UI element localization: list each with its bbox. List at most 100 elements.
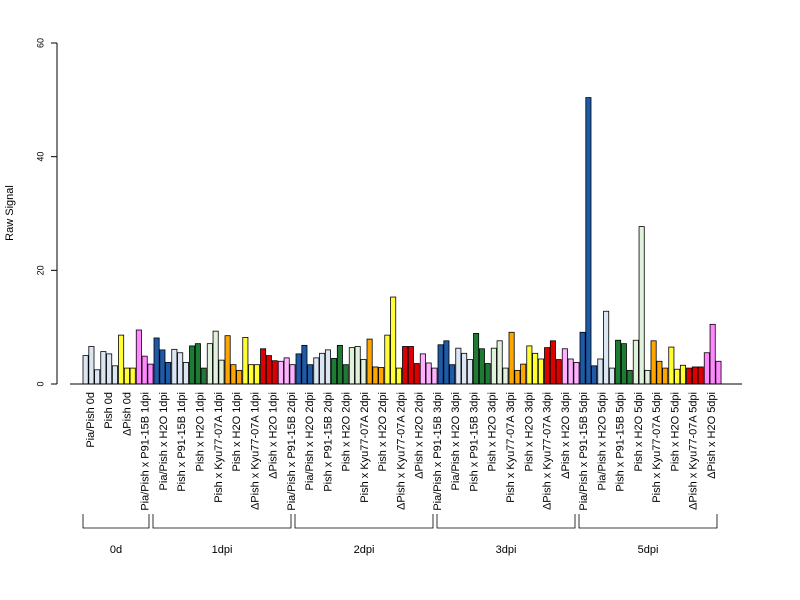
bar — [603, 310, 610, 385]
category-label: ΔPish x Kyu77-07A 5dpi — [688, 392, 700, 510]
bar — [283, 357, 290, 385]
group-label: 0d — [110, 544, 122, 556]
bar — [573, 361, 580, 385]
bar — [366, 338, 373, 385]
category-labels: Pia/Pish 0d Pish 0d ΔPish 0d Pia/Pish x P91… — [85, 392, 718, 511]
category-label: Pish x H2O 5dpi — [669, 392, 681, 471]
bar — [644, 369, 651, 385]
category-label: Pish x Kyu77-07A 3dpi — [505, 392, 517, 503]
group-label: 2dpi — [354, 544, 375, 556]
bar — [431, 367, 438, 385]
bar — [153, 337, 160, 385]
category-label: ΔPish x Kyu77-07A 1dpi — [249, 392, 261, 510]
group-bracket — [152, 514, 292, 529]
bar — [82, 355, 89, 385]
bar — [260, 348, 267, 385]
bar — [455, 347, 462, 385]
y-tick-label: 40 — [35, 152, 45, 162]
bar — [466, 359, 473, 385]
y-tick-label: 0 — [35, 381, 45, 386]
bar — [348, 347, 355, 385]
category-label: Pish x H2O 1dpi — [231, 392, 243, 471]
bar — [165, 361, 172, 385]
category-label: Pish x H2O 2dpi — [341, 392, 353, 471]
y-axis: 0 20 40 60 — [35, 38, 58, 387]
category-label: Pia/Pish 0d — [85, 392, 97, 448]
bar — [242, 336, 249, 385]
bar — [342, 364, 349, 385]
bar — [549, 340, 556, 385]
category-label: Pish x H2O 3dpi — [523, 392, 535, 471]
y-tick-label: 20 — [35, 265, 45, 275]
bar — [449, 364, 456, 385]
bar — [106, 353, 113, 385]
bar — [478, 348, 485, 385]
bar — [182, 361, 189, 385]
bars-layer — [82, 97, 722, 385]
bar — [253, 364, 260, 385]
category-label: Pish x H2O 5dpi — [633, 392, 645, 471]
bar — [289, 364, 296, 385]
bar — [520, 363, 527, 385]
bar — [248, 364, 255, 385]
bar — [265, 355, 272, 385]
bar — [715, 360, 722, 385]
bar — [703, 352, 710, 385]
bar — [378, 367, 385, 385]
category-label: Pia/Pish x P91-15B 5dpi — [578, 392, 590, 511]
bar — [709, 323, 716, 385]
bar — [632, 339, 639, 385]
category-label: Pia/Pish x H2O 3dpi — [450, 392, 462, 490]
bar — [402, 346, 409, 385]
bar — [502, 367, 509, 385]
bar — [425, 362, 432, 385]
bar — [537, 358, 544, 385]
bar — [200, 367, 207, 385]
category-label: Pish x Kyu77-07A 2dpi — [359, 392, 371, 503]
bar — [591, 365, 598, 385]
bar — [118, 334, 125, 385]
bar — [336, 344, 343, 385]
bar — [443, 340, 450, 385]
category-label: Pish x H2O 3dpi — [487, 392, 499, 471]
bar — [177, 352, 184, 385]
category-label: Pia/Pish x P91-15B 2dpi — [286, 392, 298, 511]
group-label: 5dpi — [638, 544, 659, 556]
bar — [230, 364, 237, 385]
bar — [473, 333, 480, 385]
category-label: Pish x P91-15B 3dpi — [468, 392, 480, 492]
category-label: Pish x Kyu77-07A 1dpi — [213, 392, 225, 503]
bar — [679, 364, 686, 385]
bar — [94, 369, 101, 385]
bar — [271, 360, 278, 385]
bar — [224, 335, 231, 385]
bar — [111, 365, 118, 385]
category-label: Pish 0d — [103, 392, 115, 429]
bar — [331, 358, 338, 385]
bar — [567, 358, 574, 385]
time-groups: 0d 1dpi 2dpi 3dpi 5dpi — [82, 514, 718, 556]
bar — [508, 331, 515, 385]
bar — [307, 364, 314, 385]
category-label: Pia/Pish x P91-15B 1dpi — [140, 392, 152, 511]
bar — [135, 329, 142, 385]
bar — [579, 331, 586, 385]
group-label: 1dpi — [212, 544, 233, 556]
group-bracket — [578, 514, 718, 529]
category-label: ΔPish 0d — [121, 392, 133, 436]
category-label: Pish x Kyu77-07A 5dpi — [651, 392, 663, 503]
y-axis-title: Raw Signal — [4, 185, 16, 241]
bar — [615, 339, 622, 385]
bar — [638, 226, 645, 385]
category-label: Pia/Pish x H2O 5dpi — [596, 392, 608, 490]
category-label: ΔPish x H2O 2dpi — [414, 392, 426, 479]
bar — [319, 352, 326, 385]
bar — [662, 367, 669, 385]
bar — [674, 368, 681, 385]
bar — [324, 349, 331, 385]
group-bracket — [436, 514, 576, 529]
category-label: Pish x P91-15B 1dpi — [176, 392, 188, 492]
bar — [236, 369, 243, 385]
bar — [171, 348, 178, 385]
category-label: Pia/Pish x P91-15B 3dpi — [432, 392, 444, 511]
